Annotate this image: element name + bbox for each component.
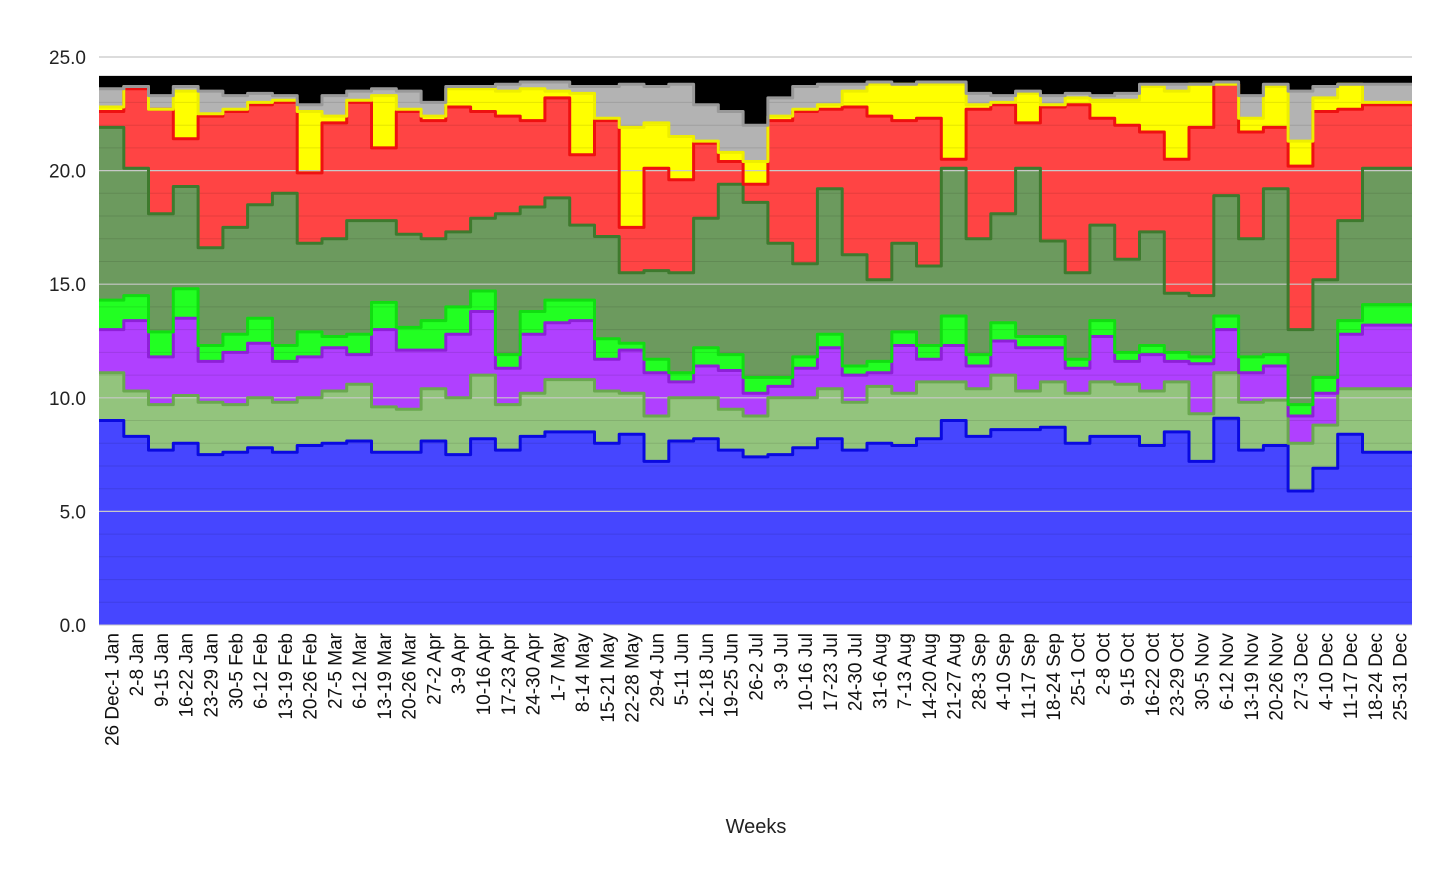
x-tick-label: 11-17 Sep (1019, 633, 1040, 719)
x-tick-label: 9-15 Jan (152, 633, 173, 707)
x-tick-label: 27-5 Mar (325, 632, 346, 709)
x-axis-ticks: 26 Dec-1 Jan 2-8 Jan 9-15 Jan 16-22 Jan 23-2… (102, 632, 1411, 746)
x-tick-label: 16-22 Oct (1143, 632, 1164, 716)
x-tick-label: 6-12 Mar (350, 632, 371, 709)
x-tick-label: 25-1 Oct (1069, 632, 1090, 706)
x-tick-label: 5-11 Jun (672, 633, 693, 706)
x-tick-label: 28-3 Sep (970, 633, 991, 710)
x-tick-label: 25-31 Dec (1391, 633, 1412, 721)
x-tick-label: 22-28 May (623, 633, 644, 723)
series-edge-5 (99, 125, 1412, 332)
x-tick-label: 27-2 Apr (424, 632, 445, 704)
series-area-1 (99, 418, 1412, 625)
x-tick-label: 13-19 Nov (1242, 633, 1263, 721)
x-tick-label: 23-29 Jan (202, 633, 223, 718)
x-tick-label: 16-22 Jan (177, 633, 198, 718)
y-tick-label: 20.0 (49, 162, 86, 183)
x-tick-label: 2-8 Oct (1093, 632, 1114, 695)
gridlines (99, 56, 1412, 626)
x-tick-label: 17-23 Jul (821, 633, 842, 711)
x-tick-label: 4-10 Dec (1316, 633, 1337, 710)
y-tick-label: 5.0 (60, 502, 86, 523)
x-tick-label: 8-14 May (573, 633, 594, 713)
x-tick-label: 17-23 Apr (499, 632, 520, 715)
y-tick-label: 15.0 (49, 275, 86, 296)
x-tick-label: 24-30 Jul (846, 633, 867, 711)
x-tick-label: 30-5 Nov (1192, 633, 1213, 711)
x-tick-label: 15-21 May (598, 633, 619, 723)
x-tick-label: 10-16 Apr (474, 632, 495, 715)
x-tick-label: 26 Dec-1 Jan (102, 633, 123, 746)
x-tick-label: 19-25 Jun (722, 633, 743, 718)
x-tick-label: 18-24 Sep (1044, 633, 1065, 721)
x-tick-label: 24-30 Apr (524, 632, 545, 715)
series-edge-7 (99, 82, 1412, 163)
x-tick-label: 20-26 Feb (301, 633, 322, 720)
x-tick-label: 6-12 Nov (1217, 633, 1238, 711)
y-tick-label: 25.0 (49, 48, 86, 69)
x-tick-label: 9-15 Oct (1118, 632, 1139, 706)
x-tick-label: 2-8 Jan (127, 633, 148, 696)
series-edge-1 (99, 416, 1412, 493)
x-tick-label: 3-9 Apr (449, 632, 470, 694)
x-tick-label: 29-4 Jun (647, 633, 668, 707)
series-edges (99, 75, 1412, 493)
x-tick-label: 27-3 Dec (1292, 633, 1313, 710)
y-tick-label: 0.0 (60, 616, 86, 637)
x-tick-label: 13-19 Feb (276, 633, 297, 720)
x-tick-label: 12-18 Jun (697, 633, 718, 718)
x-tick-label: 20-26 Nov (1267, 633, 1288, 721)
x-tick-label: 14-20 Aug (920, 633, 941, 720)
x-tick-label: 4-10 Sep (994, 633, 1015, 710)
x-tick-label: 11-17 Dec (1341, 633, 1362, 719)
x-tick-label: 30-5 Feb (226, 633, 247, 709)
series-edge-4 (99, 287, 1412, 407)
x-axis-label: Weeks (726, 816, 787, 838)
series-edge-8 (99, 80, 1412, 127)
x-tick-label: 6-12 Feb (251, 633, 272, 709)
x-tick-label: 13-19 Mar (375, 632, 396, 719)
series-edge-3 (99, 310, 1412, 418)
x-tick-label: 23-29 Oct (1168, 632, 1189, 716)
x-tick-label: 18-24 Dec (1366, 633, 1387, 721)
x-tick-label: 7-13 Aug (895, 633, 916, 709)
series-edge-6 (99, 82, 1412, 229)
y-tick-label: 10.0 (49, 389, 86, 410)
x-tick-label: 31-6 Aug (870, 633, 891, 709)
series-edge-2 (99, 371, 1412, 445)
x-tick-label: 10-16 Jul (796, 633, 817, 711)
x-tick-label: 1-7 May (548, 633, 569, 702)
x-tick-label: 26-2 Jul (747, 633, 768, 701)
x-tick-label: 3-9 Jul (771, 633, 792, 690)
x-tick-label: 20-26 Mar (400, 632, 421, 719)
y-axis-ticks: 0.0 5.0 10.0 15.0 20.0 25.0 (49, 48, 86, 637)
x-tick-label: 21-27 Aug (945, 633, 966, 720)
